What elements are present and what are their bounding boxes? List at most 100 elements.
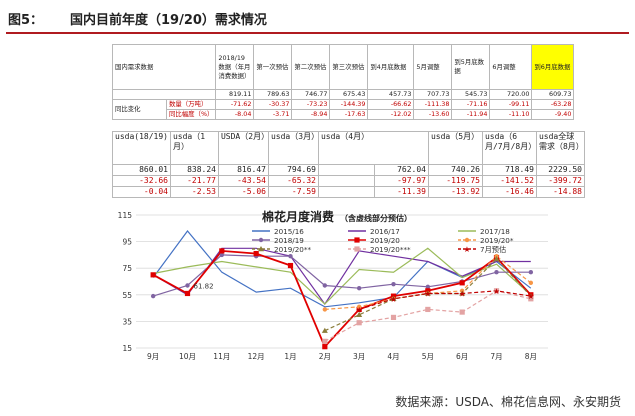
data-point: ★	[527, 292, 534, 301]
usda-table: usda(18/19) usda（1月） USDA（2月） usda（3月） u…	[112, 131, 585, 198]
legend-label: 7月预估	[480, 245, 506, 254]
table1-row-label-head: 国内需求数据	[111, 44, 217, 90]
table2-cell: -0.04	[112, 186, 171, 198]
table2-cell: -5.06	[217, 186, 269, 198]
table2-cell	[317, 186, 375, 198]
data-point	[322, 344, 328, 350]
data-point	[287, 262, 294, 269]
table1-header: 到4月底数据	[367, 44, 415, 90]
data-point	[356, 320, 362, 326]
table1-header: 5月调整	[413, 44, 453, 90]
data-point	[322, 307, 328, 312]
x-tick-label: 4月	[387, 352, 399, 361]
figure-title: 国内目前年度（19/20）需求情况	[70, 13, 267, 28]
table1-cell: -3.71	[253, 109, 293, 120]
table1-cell: -9.40	[531, 109, 575, 120]
table2-header: USDA（2月）	[217, 131, 269, 165]
data-point	[253, 250, 259, 257]
table1-sub-label: 数量（万吨）	[165, 99, 217, 110]
table2-header: usda(18/19)	[112, 131, 171, 165]
table1-cell: -66.62	[367, 99, 415, 110]
data-point	[184, 290, 191, 297]
table1-header-row: 国内需求数据 2018/19 数据（年月消费数据） 第一次预估 第二次预估 第三…	[111, 44, 575, 90]
table1-cell: -144.39	[329, 99, 369, 110]
series-line	[359, 290, 531, 310]
data-point	[150, 293, 156, 299]
source-note: 数据来源：USDA、棉花信息网、永安期货	[395, 395, 621, 409]
y-tick-label: 115	[118, 211, 133, 220]
table2-cell: -97.97	[373, 175, 429, 187]
table1-cell: 746.77	[291, 89, 331, 100]
data-point	[258, 246, 264, 252]
table1-cell: -99.11	[489, 99, 533, 110]
table1-cell: -63.28	[531, 99, 575, 110]
x-tick-label: 8月	[525, 352, 537, 361]
data-point: ★	[493, 287, 500, 296]
y-tick-label: 35	[122, 317, 132, 326]
data-point	[390, 314, 397, 321]
table2-header: usda（6月/7月/8月）	[481, 131, 537, 165]
data-point	[459, 309, 465, 315]
table2-cell: -14.88	[535, 186, 585, 198]
data-point	[459, 280, 465, 286]
data-point	[356, 285, 362, 291]
data-point: ★	[356, 305, 363, 314]
table1-cell: -13.60	[413, 109, 453, 120]
table2-row: 860.01 838.24 816.47 794.69 762.04 740.2…	[112, 164, 585, 176]
data-point: ★	[463, 245, 470, 254]
x-tick-label: 5月	[422, 352, 434, 361]
table2-cell: 816.47	[217, 164, 269, 176]
x-tick-label: 11月	[213, 352, 230, 361]
x-tick-label: 12月	[248, 352, 265, 361]
table1-header: 到5月底数据	[451, 44, 491, 90]
x-tick-label: 2月	[319, 352, 331, 361]
data-point	[494, 269, 499, 275]
legend-label: 2016/17	[370, 227, 400, 236]
data-point	[322, 283, 328, 288]
table2-header: usda（5月）	[427, 131, 483, 165]
figure-header: 图5： 国内目前年度（19/20）需求情况	[0, 0, 635, 36]
table1-change-row: 同比变化 数量（万吨） -71.62 -30.37 -73.23 -144.39…	[112, 99, 575, 120]
table2-cell: -119.75	[427, 175, 483, 187]
series-line	[152, 230, 532, 308]
data-point	[528, 269, 534, 275]
legend-label: 2017/18	[480, 227, 510, 236]
table1-pct-row: 同比幅度（%） -8.04 -3.71 -8.94 -17.63 -12.02 …	[113, 109, 575, 120]
table1-header: 6月调整	[489, 44, 533, 90]
data-point	[528, 280, 534, 286]
data-point	[219, 252, 225, 258]
data-point	[322, 338, 328, 344]
x-tick-label: 7月	[490, 352, 502, 361]
table1-cell: -8.04	[215, 109, 255, 120]
figure-label: 图5：	[8, 13, 44, 28]
table2-cell: -141.52	[481, 175, 537, 187]
table1-cell: 720.00	[489, 89, 533, 100]
table1-header: 第二次预估	[291, 44, 331, 90]
table2-cell: 860.01	[112, 164, 171, 176]
table1-sub-label: 同比幅度（%）	[165, 109, 217, 120]
x-tick-label: 9月	[147, 352, 159, 361]
table1-cell: 545.73	[451, 89, 491, 100]
series-line	[153, 254, 531, 297]
series-line	[152, 249, 532, 349]
table1-header: 第三次预估	[329, 44, 369, 90]
domestic-demand-table: 国内需求数据 2018/19 数据（年月消费数据） 第一次预估 第二次预估 第三…	[111, 44, 575, 120]
table1-change-label: 同比变化	[112, 99, 167, 120]
data-point	[459, 290, 466, 296]
table2-row: -32.66 -21.77 -43.54 -65.32 -97.97 -119.…	[112, 175, 585, 187]
data-point: ★	[390, 295, 397, 304]
table1-header-highlight: 到6月底数据	[531, 44, 575, 90]
data-point	[258, 237, 264, 243]
table2-header: usda（4月）	[317, 131, 429, 165]
x-tick-label: 1月	[284, 352, 296, 361]
table2-row: -0.04 -2.53 -5.06 -7.59 -11.39 -13.92 -1…	[112, 186, 585, 198]
data-point	[356, 311, 363, 317]
table2-cell: 2229.50	[535, 164, 585, 176]
table2-cell: 838.24	[169, 164, 219, 176]
data-point: ★	[424, 289, 431, 298]
y-tick-label: 95	[122, 238, 132, 247]
table2-cell: -43.54	[217, 175, 269, 187]
data-point	[185, 283, 190, 288]
table2-cell: 794.69	[267, 164, 319, 176]
y-tick-label: 75	[122, 264, 132, 273]
